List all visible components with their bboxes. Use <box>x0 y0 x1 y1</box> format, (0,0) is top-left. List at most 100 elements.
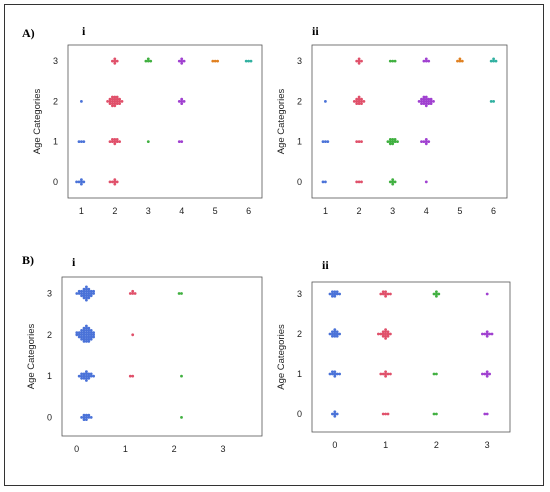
x-tick-label: 3 <box>390 206 395 216</box>
data-point <box>420 140 423 144</box>
data-point <box>82 374 86 378</box>
data-point <box>321 140 325 144</box>
data-point <box>87 416 91 419</box>
y-tick-label: 1 <box>53 137 58 147</box>
data-point <box>87 335 91 339</box>
data-point <box>489 100 493 103</box>
y-axis-label: Age Categories <box>276 89 287 155</box>
data-point <box>388 142 392 146</box>
y-tick-label: 1 <box>297 137 302 147</box>
data-point <box>216 59 220 63</box>
y-tick-label: 1 <box>47 371 52 381</box>
data-point <box>85 370 88 374</box>
plot-area-B-i <box>61 276 263 437</box>
data-point <box>85 340 88 343</box>
data-point <box>324 140 327 144</box>
x-tick-label: 3 <box>146 206 151 216</box>
data-point <box>331 412 334 416</box>
data-point <box>357 180 361 184</box>
data-point <box>427 102 431 105</box>
data-point <box>391 140 395 144</box>
x-tick-label: 1 <box>323 206 328 216</box>
data-cluster <box>489 100 495 103</box>
y-tick-label: 0 <box>47 412 52 422</box>
x-tick-label: 2 <box>172 444 177 454</box>
data-point <box>113 138 117 141</box>
data-point <box>77 140 81 144</box>
data-point <box>120 100 124 103</box>
data-point <box>328 332 332 336</box>
data-cluster <box>355 140 363 144</box>
data-point <box>437 292 441 296</box>
data-point <box>326 140 330 144</box>
x-tick-label: 1 <box>79 206 84 216</box>
data-cluster <box>379 290 392 298</box>
data-point <box>80 333 83 337</box>
data-point <box>82 296 86 300</box>
data-point <box>113 178 117 182</box>
data-point <box>333 334 337 338</box>
data-point <box>393 180 397 184</box>
data-point <box>118 102 121 105</box>
data-point <box>494 59 498 63</box>
y-axis-label: Age Categories <box>26 324 37 390</box>
data-point <box>133 292 137 295</box>
data-point <box>331 290 334 294</box>
x-tick-label: 0 <box>74 444 79 454</box>
data-point <box>182 59 186 63</box>
data-point <box>386 332 390 336</box>
data-point <box>391 138 395 141</box>
data-point <box>111 104 114 108</box>
data-point <box>82 292 86 295</box>
y-tick-label: 3 <box>297 289 302 299</box>
data-cluster <box>77 370 95 382</box>
data-cluster <box>483 412 489 416</box>
data-point <box>360 59 363 63</box>
data-point <box>80 329 83 332</box>
data-point <box>381 292 385 296</box>
data-point <box>331 330 334 334</box>
data-point <box>89 292 93 295</box>
data-cluster <box>355 180 363 184</box>
data-point <box>391 182 395 186</box>
data-point <box>335 332 339 336</box>
data-point <box>111 138 114 141</box>
x-tick-label: 1 <box>123 444 128 454</box>
data-point <box>180 416 183 419</box>
x-tick-label: 4 <box>179 206 184 216</box>
y-tick-label: 2 <box>297 96 302 106</box>
data-point <box>379 292 383 296</box>
y-tick-label: 1 <box>297 369 302 379</box>
data-point <box>381 372 385 376</box>
data-point <box>115 138 119 141</box>
data-point <box>113 142 117 146</box>
data-point <box>379 372 383 376</box>
data-point <box>115 180 119 184</box>
data-point <box>87 413 91 417</box>
data-cluster <box>417 95 435 108</box>
data-cluster <box>128 374 135 378</box>
data-point <box>485 372 489 376</box>
data-point <box>108 140 112 144</box>
data-point <box>485 330 489 334</box>
data-point <box>82 289 86 293</box>
data-cluster <box>432 290 441 298</box>
data-point <box>80 374 83 378</box>
data-point <box>391 142 395 146</box>
data-point <box>92 331 95 334</box>
data-point <box>82 140 86 144</box>
data-point <box>106 100 109 103</box>
data-point <box>362 100 366 103</box>
data-cluster <box>108 138 121 146</box>
data-point <box>427 140 431 144</box>
data-point <box>85 329 88 332</box>
data-cluster <box>328 290 341 298</box>
data-point <box>386 292 390 296</box>
data-point <box>492 57 495 61</box>
data-cluster <box>80 100 83 103</box>
data-point <box>108 180 112 184</box>
data-point <box>115 59 119 63</box>
data-point <box>355 140 359 144</box>
data-point <box>424 57 428 61</box>
data-point <box>80 335 83 339</box>
